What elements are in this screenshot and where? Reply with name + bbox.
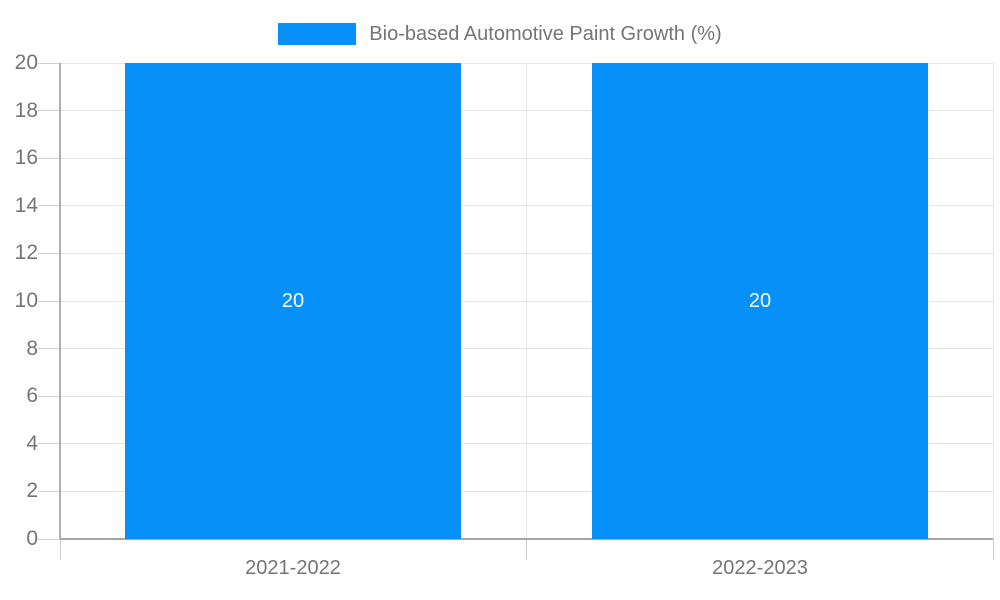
y-axis-label: 14 [14,193,38,217]
x-axis-label: 2022-2023 [712,557,808,579]
y-axis-label: 4 [26,431,38,455]
y-axis-tick [38,300,60,302]
category-gridline [526,63,527,539]
y-axis-label: 2 [26,479,38,503]
legend: Bio-based Automotive Paint Growth (%) [0,23,1000,45]
y-axis-tick [38,157,60,159]
y-axis-tick [38,443,60,445]
y-axis-label: 20 [14,51,38,74]
x-axis-label: 2021-2022 [245,557,341,579]
x-axis-tick [59,539,61,560]
y-axis-tick [38,490,60,492]
bar-value-label: 20 [748,290,772,312]
category-gridline [992,63,994,539]
y-axis-label: 16 [14,146,38,170]
y-axis-tick [38,348,60,350]
x-axis-tick [526,539,527,560]
y-axis-tick [38,62,60,64]
y-axis-label: 8 [26,336,38,360]
y-axis-label: 12 [14,241,38,265]
y-axis-label: 18 [14,98,38,122]
y-axis-line [59,63,61,539]
bar [125,63,461,539]
y-axis-label: 0 [26,527,38,550]
legend-label: Bio-based Automotive Paint Growth (%) [369,22,722,45]
y-axis-tick [38,110,60,112]
y-axis-label: 6 [26,384,38,408]
y-axis-tick [38,538,60,540]
x-axis-tick [992,539,994,560]
bar [592,63,928,539]
x-axis-line [60,538,993,540]
y-axis-tick [38,252,60,254]
y-axis-tick [38,205,60,207]
legend-swatch [278,23,357,45]
y-axis-tick [38,395,60,397]
bar-value-label: 20 [281,290,305,312]
y-axis-label: 10 [14,289,38,312]
